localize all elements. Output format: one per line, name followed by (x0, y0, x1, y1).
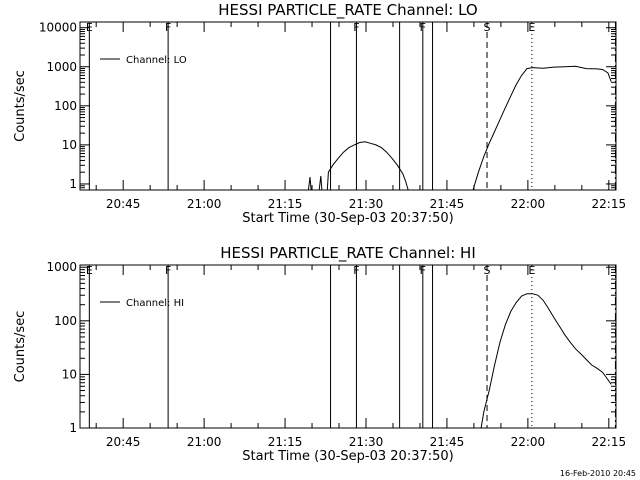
hi-x-tick-label: 20:45 (106, 435, 141, 449)
hi-event-flag: F (353, 264, 359, 277)
lo-x-axis-label: Start Time (30-Sep-03 20:37:50) (242, 211, 453, 226)
generation-timestamp: 16-Feb-2010 20:45 (560, 469, 636, 478)
lo-x-tick-label: 21:15 (268, 197, 303, 211)
lo-y-tick-label: 100 (54, 99, 77, 113)
lo-legend-label: Channel: LO (126, 55, 187, 66)
lo-event-flag: F (165, 21, 171, 34)
hi-event-flag: S (484, 264, 491, 277)
hi-event-flag: F (420, 264, 426, 277)
hi-x-tick-label: 21:15 (268, 435, 303, 449)
hi-y-tick-label: 1000 (46, 260, 77, 274)
lo-y-axis-label: Counts/sec (13, 70, 28, 142)
lo-x-tick-label: 22:00 (511, 197, 546, 211)
hi-event-flag: E (528, 264, 535, 277)
lo-plot-frame (79, 21, 617, 191)
hi-x-tick-label: 21:00 (187, 435, 222, 449)
lo-y-tick-label: 1 (69, 177, 77, 191)
lo-y-tick-label: 10 (62, 138, 77, 152)
hi-event-flag: F (165, 264, 171, 277)
lo-event-flag: F (420, 21, 426, 34)
lo-chart-title: HESSI PARTICLE_RATE Channel: LO (218, 1, 477, 20)
lo-event-flag: F (353, 21, 359, 34)
hi-y-tick-label: 1 (69, 421, 77, 435)
lo-event-flag: E (528, 21, 535, 34)
lo-x-tick-label: 21:30 (349, 197, 384, 211)
lo-x-tick-label: 21:00 (187, 197, 222, 211)
hi-event-flag: E (86, 264, 93, 277)
hi-x-tick-label: 22:00 (511, 435, 546, 449)
hi-x-tick-label: 21:45 (430, 435, 465, 449)
lo-series-line (307, 65, 612, 191)
lo-event-flag: E (86, 21, 93, 34)
lo-y-tick-label: 10000 (39, 21, 77, 35)
hi-y-tick-label: 10 (62, 367, 77, 381)
hi-chart: HESSI PARTICLE_RATE Channel: HI 1 10 100 100… (13, 244, 626, 464)
lo-event-flag: S (484, 21, 491, 34)
lo-x-tick-label: 22:15 (592, 197, 627, 211)
hi-legend-label: Channel: HI (126, 298, 184, 309)
hi-x-tick-label: 21:30 (349, 435, 384, 449)
hi-chart-title: HESSI PARTICLE_RATE Channel: HI (220, 244, 476, 263)
hi-y-tick-label: 100 (54, 314, 77, 328)
hi-x-axis-label: Start Time (30-Sep-03 20:37:50) (242, 449, 453, 464)
lo-y-tick-label: 1000 (46, 60, 77, 74)
lo-chart: HESSI PARTICLE_RATE Channel: LO 1 10 100 100… (13, 1, 626, 226)
hi-x-tick-label: 22:15 (592, 435, 627, 449)
hi-series-line (480, 293, 612, 429)
lo-x-tick-label: 21:45 (430, 197, 465, 211)
lo-x-tick-label: 20:45 (106, 197, 141, 211)
hi-y-axis-label: Counts/sec (13, 311, 28, 383)
hi-plot-frame (79, 264, 617, 429)
